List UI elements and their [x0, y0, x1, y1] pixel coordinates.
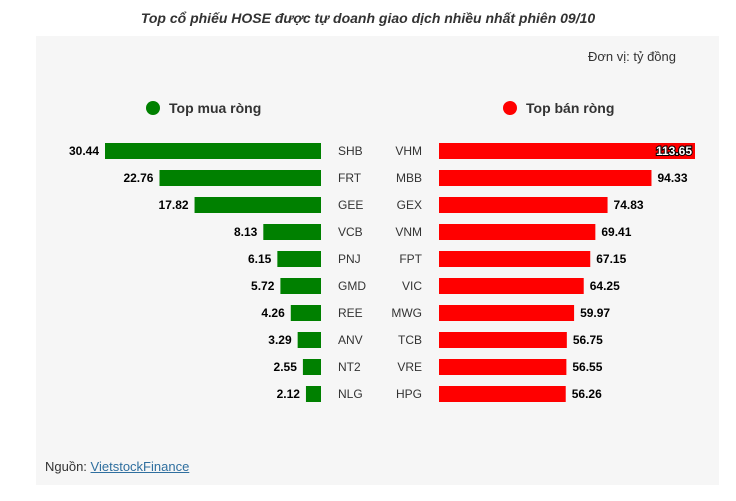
buy-bar-anv — [297, 332, 321, 348]
sell-value-label: 56.26 — [572, 387, 602, 401]
source-link[interactable]: VietstockFinance — [90, 459, 190, 474]
sell-category-label: VRE — [397, 360, 422, 374]
buy-value-label: 30.44 — [69, 144, 99, 158]
buy-category-label: PNJ — [338, 252, 361, 266]
buy-category-label: ANV — [338, 333, 363, 347]
sell-category-label: GEX — [397, 198, 422, 212]
source-prefix: Nguồn: — [45, 459, 91, 474]
buy-category-label: NT2 — [338, 360, 361, 374]
buy-category-label: VCB — [338, 225, 363, 239]
buy-bar-gmd — [280, 278, 321, 294]
sell-value-label: 113.65 — [656, 144, 692, 158]
sell-category-label: TCB — [398, 333, 422, 347]
sell-bar-hpg — [439, 386, 566, 402]
sell-category-label: VHM — [395, 144, 422, 158]
sell-bar-vic — [439, 278, 584, 294]
sell-bar-vnm — [439, 224, 596, 240]
unit-label: Đơn vị: tỷ đồng — [587, 49, 676, 64]
sell-bar-vre — [439, 359, 567, 375]
buy-category-label: REE — [338, 306, 363, 320]
buy-category-label: GMD — [338, 279, 366, 293]
sell-value-label: 56.55 — [572, 360, 602, 374]
sell-value-label: 67.15 — [596, 252, 626, 266]
sell-category-label: MWG — [391, 306, 422, 320]
buy-value-label: 5.72 — [251, 279, 275, 293]
legend-buy: Top mua ròng — [146, 100, 261, 116]
sell-value-label: 69.41 — [601, 225, 631, 239]
sell-bar-tcb — [439, 332, 567, 348]
source-note: Nguồn: VietstockFinance — [45, 459, 189, 474]
buy-value-label: 8.13 — [234, 225, 258, 239]
buy-category-label: GEE — [338, 198, 363, 212]
buy-bar-ree — [290, 305, 321, 321]
sell-category-label: VIC — [402, 279, 422, 293]
sell-bar-mwg — [439, 305, 575, 321]
sell-value-label: 56.75 — [573, 333, 603, 347]
legend-buy-marker — [146, 101, 160, 115]
buy-bar-nt2 — [302, 359, 321, 375]
buy-bar-gee — [194, 197, 321, 213]
legend-sell: Top bán ròng — [503, 100, 614, 116]
buy-bar-nlg — [305, 386, 321, 402]
buy-value-label: 2.55 — [274, 360, 298, 374]
sell-bar-mbb — [439, 170, 652, 186]
sell-value-label: 64.25 — [590, 279, 620, 293]
buy-category-label: SHB — [338, 144, 363, 158]
buy-bar-shb — [105, 143, 321, 159]
sell-value-label: 74.83 — [614, 198, 644, 212]
sell-category-label: VNM — [395, 225, 422, 239]
legend-sell-marker — [503, 101, 517, 115]
sell-bar-vhm — [439, 143, 695, 159]
buy-value-label: 4.26 — [261, 306, 285, 320]
buy-value-label: 3.29 — [268, 333, 292, 347]
buy-value-label: 2.12 — [277, 387, 301, 401]
buy-category-label: FRT — [338, 171, 362, 185]
sell-bar-fpt — [439, 251, 591, 267]
sell-value-label: 94.33 — [657, 171, 687, 185]
sell-category-label: MBB — [396, 171, 422, 185]
buy-category-label: NLG — [338, 387, 363, 401]
buy-bar-vcb — [263, 224, 321, 240]
buy-value-label: 6.15 — [248, 252, 272, 266]
legend-buy-label: Top mua ròng — [169, 100, 262, 116]
sell-value-label: 59.97 — [580, 306, 610, 320]
buy-bar-pnj — [277, 251, 321, 267]
buy-value-label: 22.76 — [123, 171, 153, 185]
chart-title: Top cổ phiếu HOSE được tự doanh giao dịc… — [140, 10, 596, 26]
chart-panel: Đơn vị: tỷ đồng Top mua ròng Top bán ròn… — [36, 36, 719, 485]
sell-bar-gex — [439, 197, 608, 213]
buy-value-label: 17.82 — [159, 198, 189, 212]
buy-bar-frt — [159, 170, 321, 186]
sell-category-label: HPG — [396, 387, 422, 401]
legend-sell-label: Top bán ròng — [526, 100, 615, 116]
sell-category-label: FPT — [399, 252, 422, 266]
